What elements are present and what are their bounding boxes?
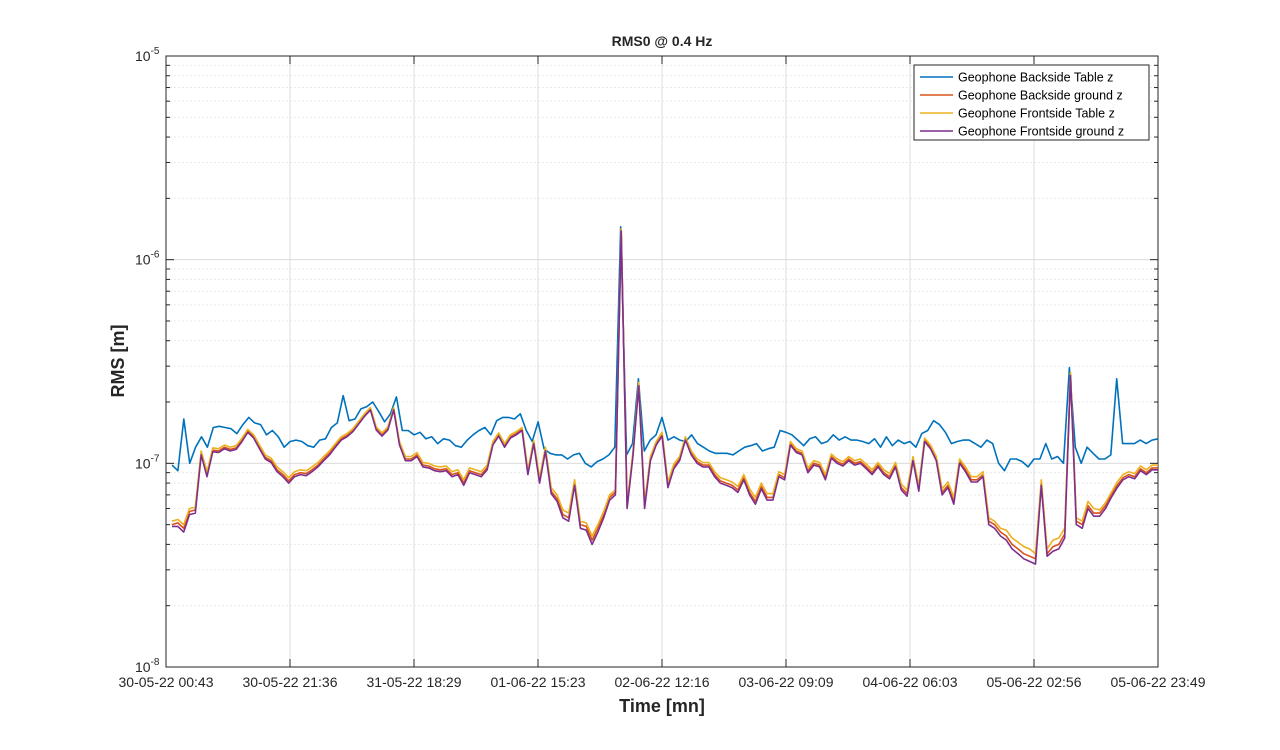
grid bbox=[166, 55, 1158, 668]
series-line-2 bbox=[171, 227, 1158, 555]
legend-label: Geophone Frontside ground z bbox=[958, 125, 1124, 139]
chart-title: RMS0 @ 0.4 Hz bbox=[612, 33, 713, 49]
x-tick-label: 02-06-22 12:16 bbox=[615, 674, 710, 690]
x-tick-label: 05-06-22 02:56 bbox=[987, 674, 1082, 690]
x-tick-label: 31-05-22 18:29 bbox=[367, 674, 462, 690]
legend: Geophone Backside Table z Geophone Backsi… bbox=[913, 64, 1150, 141]
y-axis-label: RMS [m] bbox=[108, 325, 128, 398]
y-tick-label: 10-8 bbox=[135, 657, 160, 675]
series-lines bbox=[171, 226, 1159, 565]
x-tick-label: 30-05-22 00:43 bbox=[119, 674, 214, 690]
series-line-0 bbox=[171, 226, 1159, 472]
y-tick-label: 10-6 bbox=[135, 250, 160, 268]
x-tick-label: 30-05-22 21:36 bbox=[243, 674, 338, 690]
legend-label: Geophone Backside ground z bbox=[958, 89, 1123, 103]
x-tick-label: 01-06-22 15:23 bbox=[491, 674, 586, 690]
axis-ticks: 10-8 10-7 10-6 10-5 30-05-22 00:43 30-05-22 2… bbox=[119, 46, 1206, 690]
legend-box bbox=[913, 64, 1150, 141]
series-line-3 bbox=[172, 230, 1158, 565]
x-tick-label: 04-06-22 06:03 bbox=[863, 674, 958, 690]
x-axis-label: Time [mn] bbox=[619, 696, 705, 716]
x-tick-label: 05-06-22 23:49 bbox=[1111, 674, 1206, 690]
y-tick-label: 10-7 bbox=[135, 453, 160, 471]
y-tick-label: 10-5 bbox=[135, 46, 160, 64]
x-tick-label: 03-06-22 09:09 bbox=[739, 674, 834, 690]
legend-label: Geophone Backside Table z bbox=[958, 71, 1113, 85]
legend-label: Geophone Frontside Table z bbox=[958, 107, 1115, 121]
